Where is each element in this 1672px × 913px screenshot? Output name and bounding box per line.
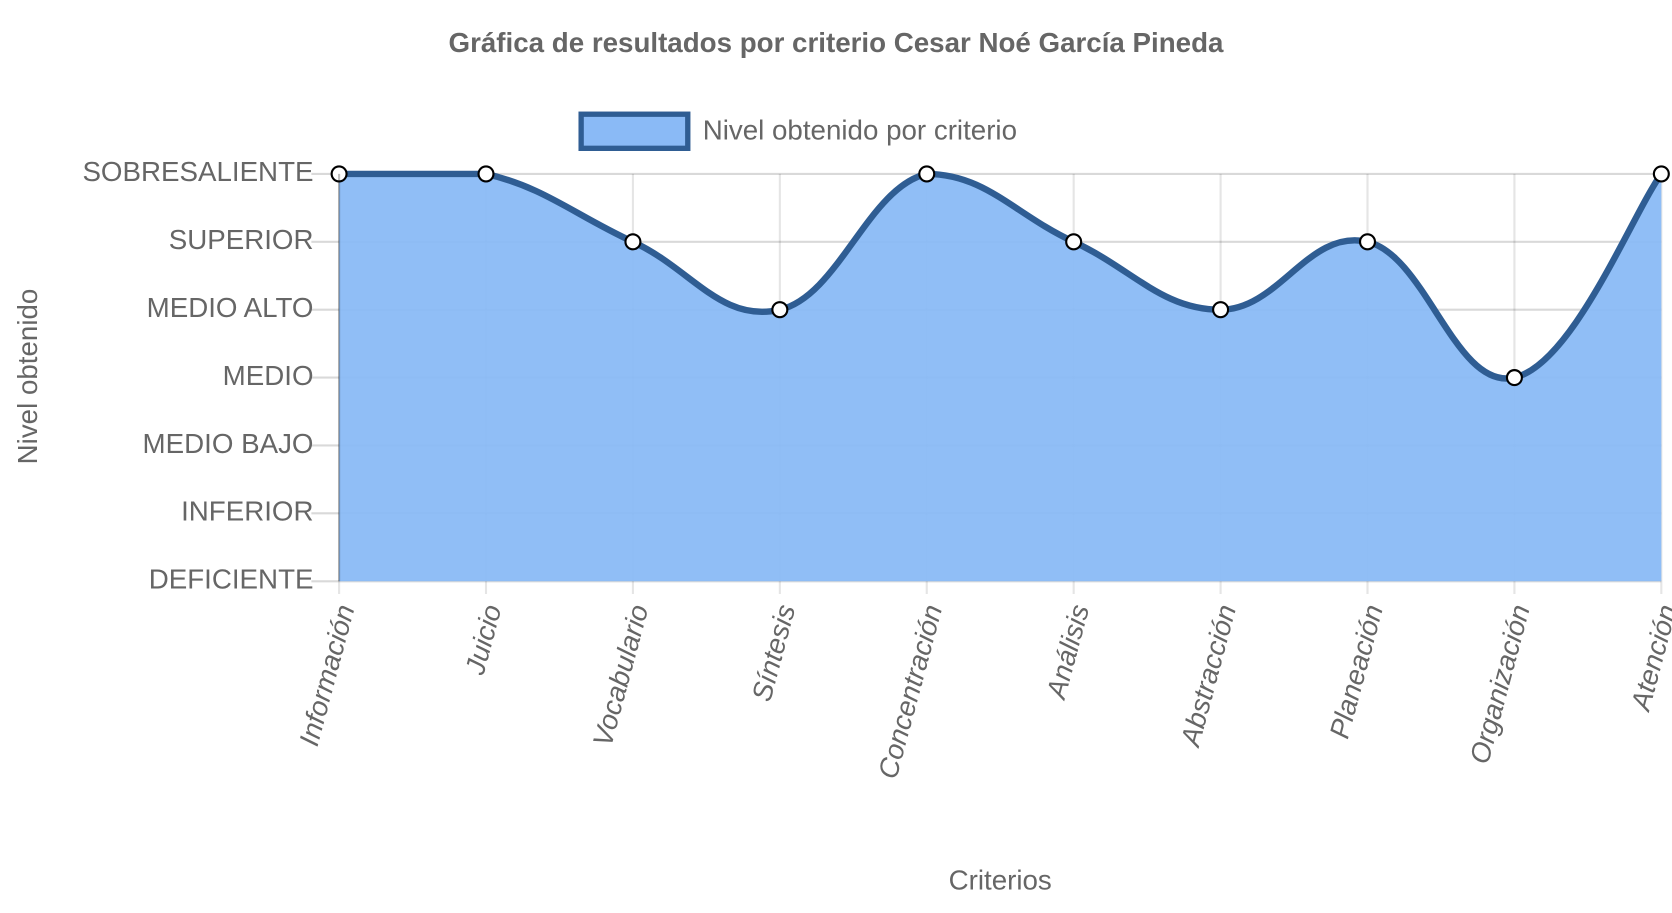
point [330,165,348,183]
x-axis-label: Criterios [949,864,1052,895]
area [339,173,1662,582]
point [1652,165,1670,183]
x-tick-label: Atención [1624,601,1672,715]
x-tick-label: Análisis [1040,601,1095,703]
x-tick-label: Organización [1464,601,1536,767]
y-tick-label: MEDIO BAJO [143,428,314,459]
point [1065,233,1083,251]
chart-title: Gráfica de resultados por criterio Cesar… [449,27,1224,58]
x-tick-label: Juicio [459,601,508,678]
y-tick-label: MEDIO [223,360,314,391]
line [339,170,1664,382]
point [1505,369,1523,387]
x-tick-label: Información [293,601,360,749]
point [771,301,789,319]
x-tick-label: Vocabulario [587,601,655,749]
point [1358,233,1377,251]
y-tick-label: INFERIOR [181,496,313,527]
point [1212,301,1230,319]
point [624,233,642,251]
legend-label: Nivel obtenido por criterio [703,115,1017,146]
y-tick-label: SOBRESALIENTE [82,156,313,187]
x-tick-label: Síntesis [746,601,801,704]
x-tick-label: Concentración [872,601,948,782]
y-tick-label: SUPERIOR [169,224,314,255]
legend-swatch [578,111,691,151]
x-tick-label: Abstracción [1174,601,1242,751]
y-tick-label: DEFICIENTE [149,564,314,595]
y-axis-label: Nivel obtenido [12,289,43,465]
x-tick-label: Planeación [1323,601,1388,742]
legend[interactable]: Nivel obtenido por criterio [578,111,1017,151]
point [477,165,495,183]
point [918,165,936,183]
y-tick-label: MEDIO ALTO [147,292,314,323]
